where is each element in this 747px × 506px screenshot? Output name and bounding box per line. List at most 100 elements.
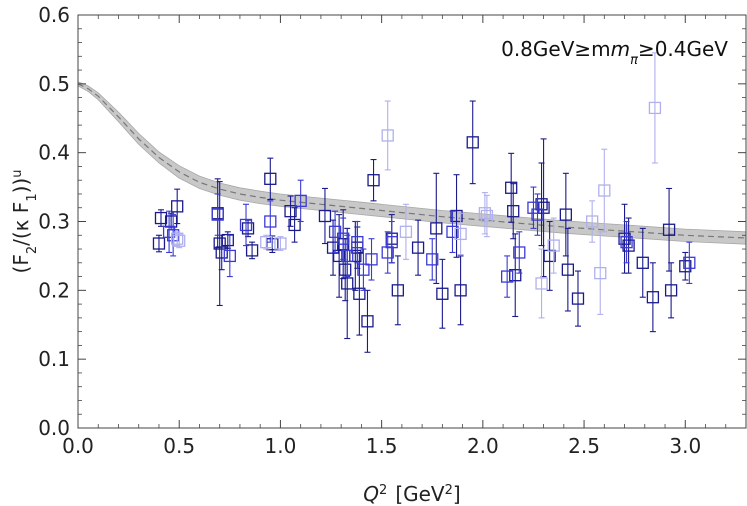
data-point: [221, 233, 234, 247]
data-point: [245, 244, 259, 257]
x-axis-title-sup: 2: [379, 483, 387, 498]
y-tick-label: 0.0: [38, 416, 70, 440]
data-point: [535, 198, 548, 211]
data-point: [353, 287, 366, 300]
y-axis-title-sup: u: [10, 170, 25, 178]
data-point: [646, 291, 660, 304]
y-tick-label: 0.1: [38, 347, 70, 371]
data-point: [399, 225, 413, 238]
x-tick-label: 0.0: [62, 434, 94, 458]
data-point: [337, 232, 350, 245]
x-axis-title-units-sup: 2: [445, 483, 453, 498]
annotation-prefix: 0.8GeV≥m: [501, 37, 611, 61]
data-point: [436, 287, 449, 300]
data-point: [381, 129, 394, 142]
x-tick-label: 1.5: [366, 434, 398, 458]
data-point: [450, 209, 463, 223]
data-point: [664, 284, 678, 297]
data-point: [430, 222, 443, 235]
x-tick-label: 1.0: [265, 434, 297, 458]
data-point: [328, 225, 342, 238]
data-point: [239, 218, 253, 232]
y-axis-title-mid: /(κ F: [9, 202, 33, 246]
data-point: [211, 208, 224, 221]
data-point: [365, 253, 378, 266]
data-point: [618, 232, 631, 245]
data-point: [171, 200, 184, 213]
data-point: [284, 205, 297, 218]
x-tick-label: 3.0: [669, 434, 701, 458]
data-point: [620, 235, 633, 249]
data-point: [454, 284, 467, 297]
data-point: [173, 234, 186, 247]
data-point: [213, 237, 226, 250]
data-point: [318, 209, 332, 223]
y-tick-label: 0.3: [38, 210, 70, 234]
data-point: [361, 315, 374, 328]
data-point: [683, 256, 696, 269]
x-axis-title: Q2 [GeV2]: [363, 482, 460, 506]
x-tick-label: 2.5: [568, 434, 600, 458]
data-point: [351, 235, 364, 249]
data-point: [480, 209, 494, 223]
data-point: [349, 249, 362, 263]
annotation-sub-base: m: [611, 37, 630, 61]
data-point: [543, 249, 556, 263]
data-point: [636, 256, 649, 269]
data-point: [223, 249, 236, 263]
data-point: [171, 232, 184, 245]
fit-uncertainty-band: [77, 81, 747, 245]
annotation-suffix: ≥0.4GeV: [638, 37, 728, 61]
data-point: [288, 218, 301, 232]
data-point: [500, 270, 514, 283]
data-point: [509, 269, 522, 282]
data-point: [454, 227, 467, 241]
data-point: [531, 208, 544, 221]
data-point: [381, 246, 394, 259]
plot-frame: [77, 14, 747, 429]
data-point: [466, 136, 479, 149]
data-point: [571, 292, 585, 305]
data-point: [426, 253, 439, 266]
x-tick-label: 0.5: [163, 434, 195, 458]
y-axis-title-close: )): [9, 178, 33, 194]
data-point: [152, 237, 166, 250]
data-point: [274, 237, 287, 250]
y-axis-title-open: (F: [9, 254, 33, 273]
y-axis-title-sub1: 2: [25, 246, 40, 254]
data-point: [559, 208, 572, 221]
data-point: [527, 201, 540, 214]
data-point: [513, 246, 526, 259]
data-point: [154, 211, 168, 225]
data-point: [215, 246, 228, 259]
data-point: [507, 205, 520, 218]
y-axis-title: (F2/(κ F1))u: [9, 170, 40, 274]
y-tick-label: 0.2: [38, 278, 70, 302]
y-tick-label: 0.5: [38, 72, 70, 96]
data-point: [662, 223, 676, 236]
data-point: [164, 215, 178, 228]
data-point: [411, 241, 425, 254]
data-point: [367, 174, 380, 187]
data-point: [648, 101, 662, 115]
x-axis-title-units-close: ]: [453, 482, 461, 506]
data-point: [332, 249, 346, 263]
data-point: [594, 266, 607, 280]
data-point: [264, 215, 277, 228]
data-point: [478, 207, 492, 220]
annotation-sub: π: [630, 53, 638, 68]
data-point: [446, 225, 459, 238]
data-point: [385, 235, 398, 249]
data-point: [260, 235, 273, 249]
data-point: [586, 215, 599, 228]
data-point: [294, 194, 307, 208]
data-point: [679, 260, 692, 273]
data-point: [547, 239, 560, 252]
data-point: [561, 263, 575, 276]
data-point: [241, 222, 255, 235]
y-tick-label: 0.6: [38, 3, 70, 27]
data-point: [339, 263, 352, 276]
y-tick-label: 0.4: [38, 141, 70, 165]
